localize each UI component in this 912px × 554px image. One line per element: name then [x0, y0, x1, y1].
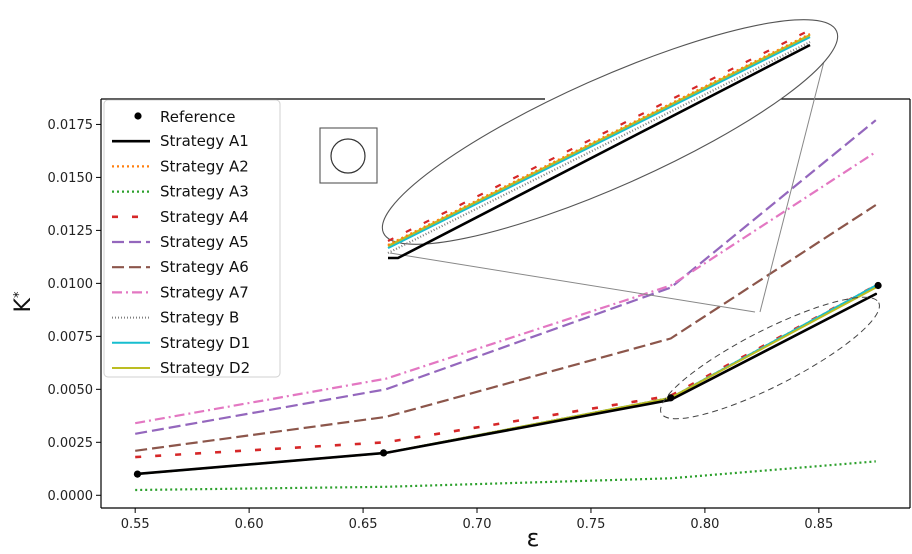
- inset-line-strategy-a2: [387, 33, 811, 246]
- y-tick-label: 0.0000: [48, 489, 94, 504]
- reference-markers: [133, 281, 882, 478]
- reference-point: [874, 281, 882, 290]
- connector-line-right: [759, 29, 833, 313]
- series-line-strategy-a6: [135, 204, 877, 452]
- legend: Reference Strategy A1 Strategy A2 Strategy …: [103, 99, 281, 378]
- legend-label-strategy-a2: Strategy A2: [160, 157, 249, 175]
- inset-line-strategy-b: [387, 41, 811, 254]
- x-tick-label: 0.70: [463, 517, 492, 532]
- y-tick-label: 0.0075: [48, 330, 94, 345]
- legend-label-strategy-d2: Strategy D2: [160, 359, 250, 377]
- legend-label-strategy-b: Strategy B: [160, 309, 239, 327]
- y-tick-label: 0.0125: [48, 224, 94, 239]
- series-line-strategy-a5: [135, 119, 877, 435]
- series-line-strategy-a1: [133, 292, 878, 476]
- legend-label-strategy-a4: Strategy A4: [160, 208, 249, 226]
- reference-point: [133, 470, 142, 478]
- legend-label-reference: Reference: [160, 108, 236, 126]
- series-line-strategy-a7: [135, 151, 877, 425]
- legend-box: [103, 99, 281, 378]
- reference-point: [667, 394, 675, 402]
- inset-line-strategy-d1: [387, 36, 811, 249]
- x-tick-label: 0.75: [576, 517, 605, 532]
- legend-label-strategy-a1: Strategy A1: [160, 132, 249, 150]
- y-tick-label: 0.0025: [48, 436, 94, 451]
- inset-ellipse: [381, 19, 839, 245]
- x-axis-label: ε: [527, 524, 540, 552]
- x-tick-label: 0.85: [804, 517, 833, 532]
- x-tick-label: 0.55: [121, 517, 150, 532]
- plot-frame: [100, 98, 911, 509]
- reference-point: [379, 449, 388, 457]
- legend-label-strategy-a7: Strategy A7: [160, 283, 249, 301]
- connector-line-left: [389, 252, 756, 313]
- legend-marker-reference: [134, 112, 142, 120]
- axis-ticks: 0.55 0.60 0.65 0.70 0.75 0.80 0.85 0.0000 0.0025…: [48, 118, 834, 532]
- y-tick-label: 0.0175: [48, 118, 94, 133]
- legend-label-strategy-a3: Strategy A3: [160, 183, 249, 201]
- pore-icon: [319, 127, 378, 184]
- y-tick-label: 0.0150: [48, 171, 94, 186]
- series-layer: [133, 119, 878, 492]
- legend-label-strategy-a5: Strategy A5: [160, 233, 249, 251]
- x-tick-label: 0.80: [690, 517, 719, 532]
- x-tick-label: 0.60: [235, 517, 264, 532]
- zoom-connector-lines: [389, 29, 833, 313]
- series-line-strategy-a4: [135, 284, 877, 459]
- legend-label-strategy-a6: Strategy A6: [160, 258, 249, 276]
- zoom-region-ellipse: [660, 296, 880, 420]
- series-line-strategy-a3: [135, 460, 876, 492]
- inset-series: [387, 29, 811, 260]
- x-tick-label: 0.65: [349, 517, 378, 532]
- y-axis-label: K*: [11, 291, 36, 312]
- legend-label-strategy-d1: Strategy D1: [160, 334, 250, 352]
- pore-circle-icon: [330, 138, 366, 174]
- zoom-inset: [381, 19, 839, 260]
- inset-line-strategy-a1: [388, 43, 811, 260]
- y-tick-label: 0.0100: [48, 277, 94, 292]
- y-tick-label: 0.0050: [48, 383, 94, 398]
